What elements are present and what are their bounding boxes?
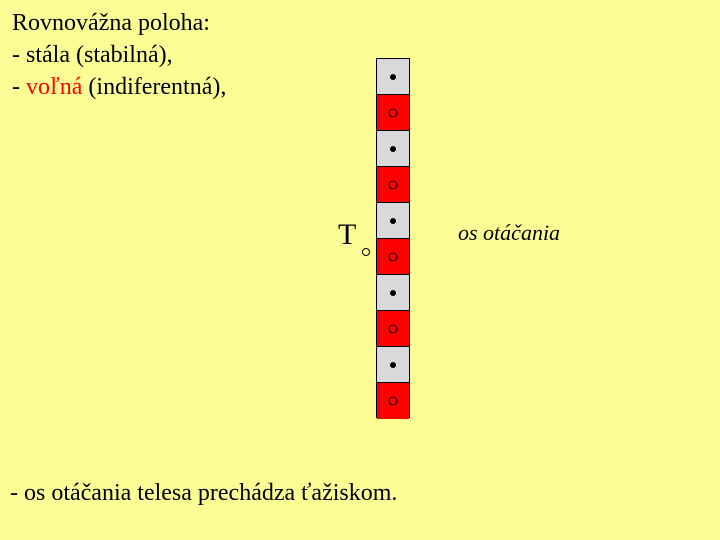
center-of-gravity-label: T [338,218,356,252]
bar-segment [377,383,409,419]
bar-segment [377,59,409,95]
heading-item2-word: voľná [26,74,82,100]
heading-title: Rovnovážna poloha: [12,10,210,37]
heading-item2-prefix: - [12,74,26,100]
rotation-bar [376,58,410,418]
bar-segment [377,203,409,239]
segment-dot-outline-icon [389,180,398,189]
bar-segment [377,95,409,131]
segment-dot-fill-icon [390,74,396,80]
bar-segment [377,311,409,347]
center-of-gravity-dot-icon [362,248,370,256]
segment-dot-outline-icon [389,397,398,406]
heading-item1-prefix: - stála [12,42,76,68]
bottom-caption: - os otáčania telesa prechádza ťažiskom. [10,480,397,507]
bar-segment [377,347,409,383]
heading-item2-paren: (indiferentná), [82,74,226,100]
heading-item1-paren: (stabilná), [76,42,173,68]
bar-segment [377,131,409,167]
segment-dot-outline-icon [389,252,398,261]
segment-dot-fill-icon [390,362,396,368]
segment-dot-fill-icon [390,218,396,224]
bar-segment [377,275,409,311]
heading-item1: - stála (stabilná), [12,42,173,69]
bar-segment [377,239,409,275]
axis-label: os otáčania [458,220,560,246]
segment-dot-outline-icon [389,324,398,333]
segment-dot-fill-icon [390,290,396,296]
bar-segment [377,167,409,203]
heading-item2: - voľná (indiferentná), [12,74,226,101]
segment-dot-outline-icon [389,108,398,117]
segment-dot-fill-icon [390,146,396,152]
